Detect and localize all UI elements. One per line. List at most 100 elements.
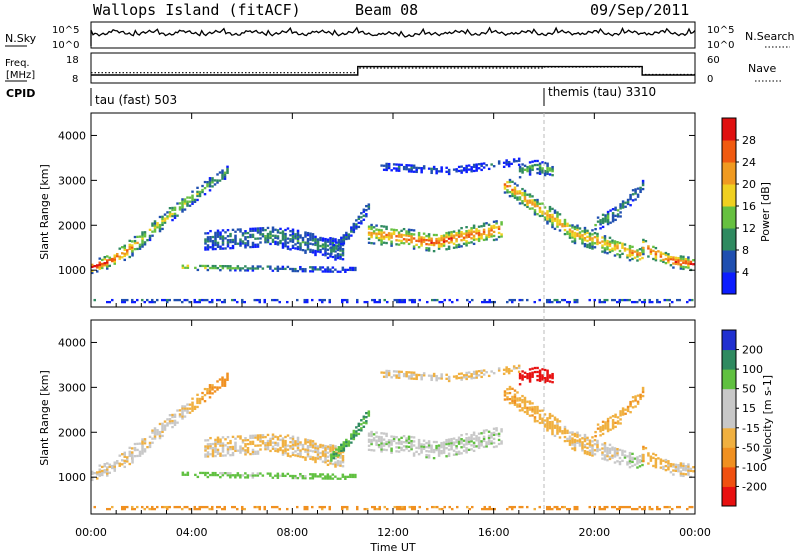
velocity-cell — [628, 455, 632, 459]
power-cell — [477, 237, 481, 241]
power-cell — [209, 229, 212, 233]
power-cell — [626, 198, 630, 202]
power-cell — [460, 235, 463, 238]
power-cell — [214, 243, 217, 247]
power-cell — [526, 201, 529, 204]
velocity-cell — [538, 373, 542, 376]
power-cell — [161, 227, 164, 231]
power-cell — [281, 267, 285, 271]
velocity-cell — [556, 507, 559, 511]
velocity-cell — [319, 457, 322, 461]
power-cell — [303, 300, 306, 304]
velocity-cell — [214, 446, 217, 450]
power-cell — [422, 165, 426, 168]
velocity-cell — [628, 453, 632, 457]
power-cell — [515, 159, 518, 163]
velocity-cell — [689, 469, 693, 473]
power-cell — [370, 235, 373, 239]
power-cell — [271, 226, 275, 229]
power-cell — [213, 179, 217, 182]
velocity-cell — [407, 445, 411, 449]
velocity-cell — [331, 462, 335, 466]
velocity-cell — [372, 439, 376, 442]
velocity-cell — [306, 440, 310, 444]
velocity-cell — [337, 446, 341, 449]
power-cell — [513, 298, 516, 302]
power-cell — [126, 253, 129, 256]
velocity-cell — [551, 507, 554, 511]
velocity-cell — [533, 412, 537, 415]
velocity-cell — [204, 473, 207, 477]
power-cell — [451, 300, 454, 304]
velocity-cell — [208, 386, 212, 389]
power-cell — [558, 223, 562, 226]
power-cell — [158, 223, 162, 227]
power-cell — [465, 236, 468, 239]
power-cell — [573, 233, 577, 237]
power-cell — [576, 232, 579, 235]
power-cell — [266, 240, 270, 244]
velocity-cell — [400, 446, 403, 450]
power-cell — [216, 243, 220, 246]
velocity-cell — [218, 386, 222, 389]
power-cell — [276, 269, 280, 272]
power-cell — [166, 211, 169, 214]
power-colorbar-segment — [722, 250, 736, 273]
velocity-cell — [181, 407, 184, 410]
velocity-cell — [553, 505, 556, 509]
power-cell — [523, 189, 527, 193]
power-cell — [191, 190, 194, 193]
velocity-cell — [654, 457, 658, 461]
power-cell — [151, 298, 154, 302]
velocity-cell — [219, 476, 222, 479]
velocity-cell — [256, 452, 260, 455]
velocity-cell — [106, 466, 109, 469]
velocity-cell — [641, 463, 644, 467]
velocity-cell — [687, 467, 690, 470]
velocity-cell — [334, 451, 337, 454]
power-cell — [131, 240, 134, 243]
power-cell — [299, 236, 302, 239]
velocity-cell — [420, 445, 423, 448]
power-cell — [296, 235, 300, 239]
power-cell — [618, 298, 621, 302]
velocity-cell — [113, 463, 116, 466]
velocity-cell — [382, 371, 386, 374]
velocity-cell — [221, 380, 224, 383]
velocity-cell — [460, 438, 463, 441]
power-cell — [601, 244, 604, 247]
velocity-cell — [341, 465, 345, 468]
power-cell — [311, 268, 315, 271]
velocity-cell — [410, 435, 413, 439]
power-cell — [563, 218, 567, 222]
power-cell — [633, 300, 636, 304]
velocity-cell — [410, 375, 413, 378]
velocity-cell — [465, 449, 468, 452]
power-cell — [581, 242, 584, 245]
power-cell — [511, 180, 514, 183]
power-cell — [664, 261, 668, 265]
power-cell — [387, 164, 391, 168]
velocity-cell — [422, 445, 426, 448]
power-cell — [578, 235, 582, 238]
power-cell — [316, 242, 320, 245]
power-y-label: Slant Range [km] — [38, 164, 51, 260]
velocity-cell — [638, 461, 642, 464]
velocity-cell — [541, 374, 544, 377]
power-cell — [181, 264, 185, 267]
velocity-cell — [324, 455, 327, 458]
power-cell — [161, 223, 164, 227]
power-cell — [173, 298, 176, 302]
velocity-cell — [588, 449, 592, 452]
velocity-cell — [546, 419, 549, 422]
velocity-cell — [631, 507, 634, 511]
power-cell — [447, 245, 451, 248]
velocity-cell — [546, 417, 549, 420]
power-cell — [448, 298, 451, 302]
power-cell — [671, 300, 674, 304]
power-cell — [654, 255, 658, 258]
power-cell — [573, 300, 576, 304]
power-cell — [568, 236, 572, 239]
velocity-cell — [548, 376, 552, 379]
power-cell — [649, 248, 653, 251]
